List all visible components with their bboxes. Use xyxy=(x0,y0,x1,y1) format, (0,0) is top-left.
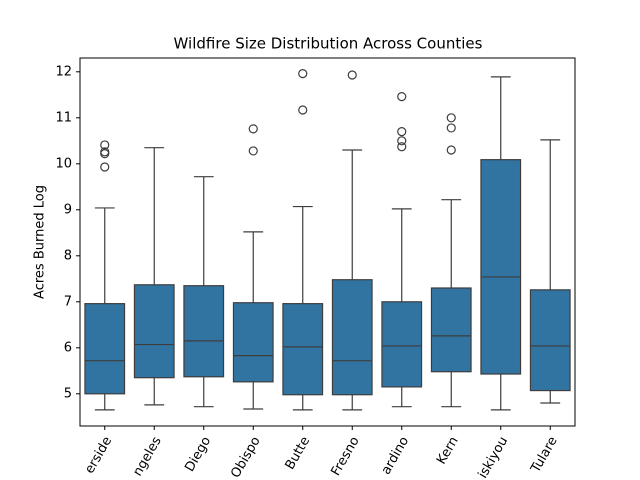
box xyxy=(84,303,126,395)
chart-title: Wildfire Size Distribution Across Counti… xyxy=(174,35,483,53)
x-tick-label: Kern xyxy=(434,434,462,467)
y-tick-label: 10 xyxy=(55,156,72,171)
x-tick-label: Obispo xyxy=(228,434,264,480)
outlier xyxy=(397,142,407,152)
y-tick-label: 5 xyxy=(64,386,72,401)
y-tick-label: 6 xyxy=(64,340,72,355)
x-tick-label: ardino xyxy=(379,434,413,477)
box xyxy=(331,279,373,396)
box xyxy=(381,301,423,388)
x-tick-label: Tulare xyxy=(528,434,561,476)
y-tick-label: 12 xyxy=(55,64,72,79)
y-tick-label: 9 xyxy=(64,202,72,217)
x-tick-label: iskiyou xyxy=(476,434,512,480)
y-tick-label: 11 xyxy=(55,110,72,125)
box xyxy=(430,287,472,373)
outlier xyxy=(100,140,110,150)
outlier xyxy=(298,105,308,115)
outlier xyxy=(397,92,407,102)
outlier xyxy=(446,145,456,155)
box xyxy=(133,284,175,379)
x-tick-label: Diego xyxy=(182,434,214,474)
outlier xyxy=(397,136,407,146)
x-tick-label: erside xyxy=(82,434,115,476)
outlier xyxy=(248,124,258,134)
outlier xyxy=(446,123,456,133)
outlier xyxy=(446,113,456,123)
y-tick-label: 8 xyxy=(64,248,72,263)
outlier xyxy=(298,69,308,79)
box xyxy=(232,302,274,383)
box xyxy=(480,159,522,375)
outlier xyxy=(100,162,110,172)
x-tick-label: Fresno xyxy=(328,434,362,478)
x-tick-label: ngeles xyxy=(130,434,165,479)
outlier xyxy=(347,70,357,80)
y-tick-label: 7 xyxy=(64,294,72,309)
outlier xyxy=(397,127,407,137)
box xyxy=(282,303,324,396)
y-axis-label: Acres Burned Log xyxy=(33,185,48,299)
outlier xyxy=(100,149,110,159)
x-tick-label: Butte xyxy=(283,434,314,472)
outlier xyxy=(248,146,258,156)
box xyxy=(529,289,571,392)
box xyxy=(183,285,225,378)
